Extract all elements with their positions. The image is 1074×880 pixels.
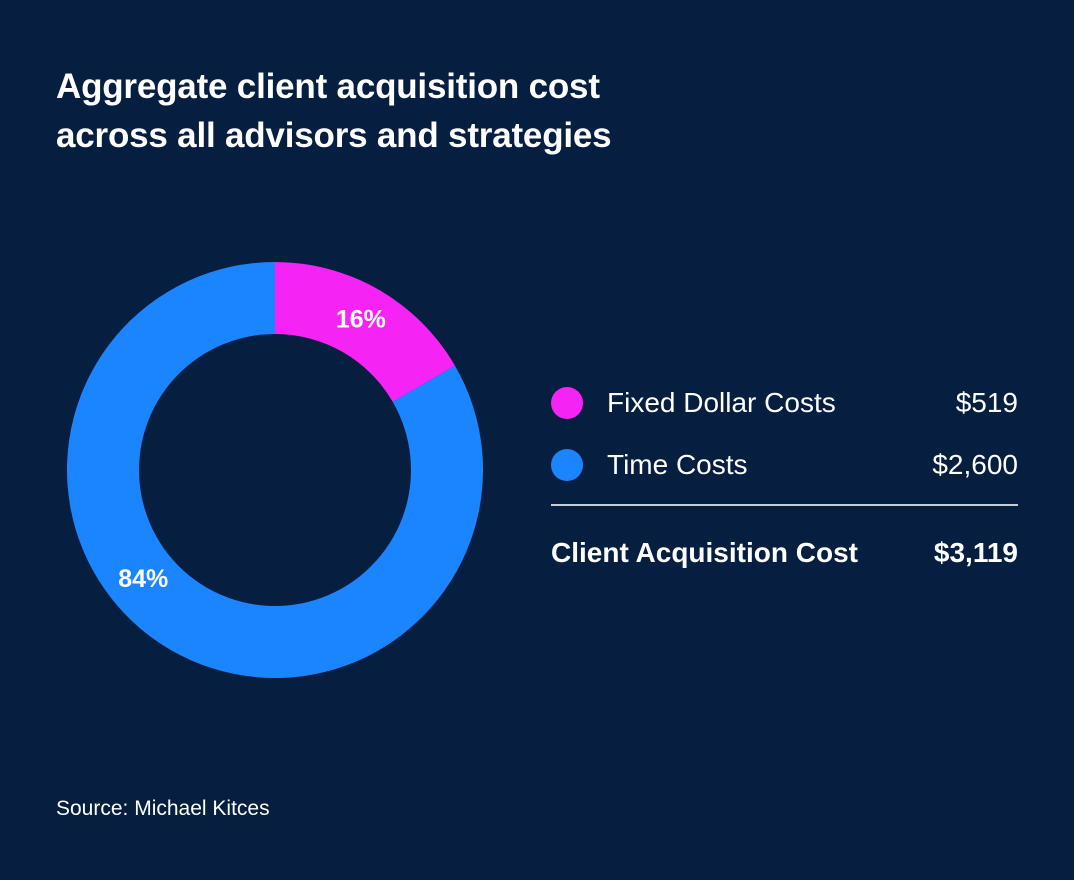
- legend-label-fixed-dollar-costs: Fixed Dollar Costs: [607, 387, 836, 418]
- chart-title-line-2: across all advisors and strategies: [56, 116, 612, 155]
- donut-slice-time-costs: [67, 262, 484, 678]
- legend-label-time-costs: Time Costs: [607, 449, 748, 480]
- legend-divider: [551, 504, 1018, 506]
- legend-swatch-fixed-dollar-costs: [551, 387, 583, 419]
- total-row: Client Acquisition Cost $3,119: [551, 526, 1018, 580]
- legend: Fixed Dollar Costs $519 Time Costs $2,60…: [551, 372, 1018, 580]
- donut-slice-fixed-dollar-costs: [275, 262, 455, 402]
- legend-value-fixed-dollar-costs: $519: [955, 387, 1018, 418]
- source-note: Source: Michael Kitces: [56, 797, 270, 820]
- legend-value-time-costs: $2,600: [932, 449, 1018, 480]
- donut-label-time-costs: 84%: [118, 565, 168, 593]
- chart-title-line-1: Aggregate client acquisition cost: [56, 67, 600, 106]
- chart-title: Aggregate client acquisition cost across…: [56, 62, 816, 160]
- legend-swatch-time-costs: [551, 449, 583, 481]
- donut-label-fixed-dollar-costs: 16%: [336, 306, 386, 334]
- legend-item-fixed-dollar-costs: Fixed Dollar Costs $519: [551, 372, 1018, 434]
- total-value: $3,119: [933, 537, 1018, 568]
- total-label: Client Acquisition Cost: [551, 537, 858, 568]
- legend-item-time-costs: Time Costs $2,600: [551, 434, 1018, 496]
